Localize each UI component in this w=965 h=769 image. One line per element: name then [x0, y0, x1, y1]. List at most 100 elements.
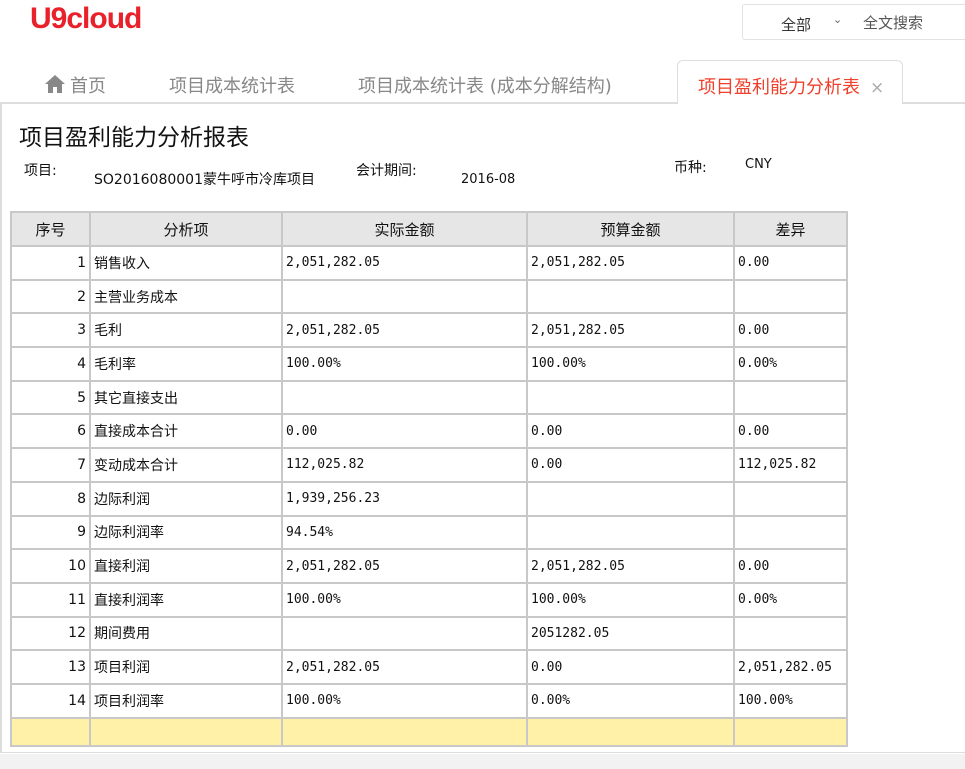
- blank-cell[interactable]: [281, 716, 528, 747]
- difference: 0.00%: [733, 581, 848, 618]
- period-value: 2016-08: [461, 172, 516, 187]
- table-row[interactable]: 7 变动成本合计 112,025.82 0.00 112,025.82: [10, 447, 848, 483]
- actual-amount: 0.00: [281, 413, 528, 450]
- actual-amount: 2,051,282.05: [281, 548, 528, 584]
- difference: 0.00%: [733, 346, 848, 382]
- actual-amount: 100.00%: [281, 682, 528, 719]
- tab-label: 项目盈利能力分析表: [698, 77, 860, 98]
- period-label: 会计期间:: [356, 163, 417, 179]
- budget-amount: 2,051,282.05: [526, 312, 735, 349]
- col-header-index: 序号: [10, 211, 91, 247]
- currency-label: 币种:: [674, 160, 707, 176]
- budget-amount: [526, 480, 735, 517]
- item-name: 项目利润: [89, 649, 283, 685]
- difference: 0.00: [733, 312, 848, 349]
- difference: [733, 514, 848, 551]
- page-title: 项目盈利能力分析报表: [19, 125, 249, 151]
- budget-amount: 2051282.05: [526, 615, 735, 652]
- tab-home[interactable]: 首页: [44, 72, 106, 98]
- item-name: 直接利润: [89, 548, 283, 584]
- table-row[interactable]: 12 期间费用 2051282.05: [10, 615, 848, 652]
- budget-amount: [526, 278, 735, 315]
- difference: 112,025.82: [733, 447, 848, 483]
- actual-amount: 1,939,256.23: [281, 480, 528, 517]
- row-index: 12: [10, 615, 91, 652]
- blank-cell[interactable]: [10, 716, 91, 747]
- row-index: 6: [10, 413, 91, 450]
- row-index: 11: [10, 581, 91, 618]
- actual-amount: 2,051,282.05: [281, 245, 528, 281]
- blank-cell[interactable]: [733, 716, 848, 747]
- table-row[interactable]: 8 边际利润 1,939,256.23: [10, 480, 848, 517]
- item-name: 直接利润率: [89, 581, 283, 618]
- search-box[interactable]: 全部 ⌄ 全文搜索: [742, 4, 965, 40]
- actual-amount: 112,025.82: [281, 447, 528, 483]
- difference: 0.00: [733, 548, 848, 584]
- table-row[interactable]: 9 边际利润率 94.54%: [10, 514, 848, 551]
- u9cloud-logo: U9cloud: [30, 2, 142, 35]
- actual-amount: [281, 615, 528, 652]
- table-row[interactable]: 10 直接利润 2,051,282.05 2,051,282.05 0.00: [10, 548, 848, 584]
- tab-profitability[interactable]: 项目盈利能力分析表 ×: [677, 60, 903, 104]
- budget-amount: 2,051,282.05: [526, 548, 735, 584]
- row-index: 14: [10, 682, 91, 719]
- budget-amount: 0.00: [526, 413, 735, 450]
- item-name: 边际利润: [89, 480, 283, 517]
- actual-amount: 100.00%: [281, 346, 528, 382]
- search-scope-select[interactable]: 全部: [781, 16, 812, 34]
- item-name: 项目利润率: [89, 682, 283, 719]
- difference: 100.00%: [733, 682, 848, 719]
- difference: [733, 480, 848, 517]
- chevron-down-icon[interactable]: ⌄: [833, 13, 843, 26]
- content-panel: [0, 103, 965, 753]
- blank-cell[interactable]: [89, 716, 283, 747]
- table-row[interactable]: 13 项目利润 2,051,282.05 0.00 2,051,282.05: [10, 649, 848, 685]
- item-name: 直接成本合计: [89, 413, 283, 450]
- table-row[interactable]: 2 主营业务成本: [10, 278, 848, 315]
- search-input[interactable]: 全文搜索: [863, 14, 924, 32]
- item-name: 毛利: [89, 312, 283, 349]
- item-name: 期间费用: [89, 615, 283, 652]
- table-row[interactable]: 3 毛利 2,051,282.05 2,051,282.05 0.00: [10, 312, 848, 349]
- actual-amount: 2,051,282.05: [281, 312, 528, 349]
- table-row[interactable]: 14 项目利润率 100.00% 0.00% 100.00%: [10, 682, 848, 719]
- col-header-diff: 差异: [733, 211, 848, 247]
- blank-cell[interactable]: [526, 716, 735, 747]
- table-row[interactable]: 1 销售收入 2,051,282.05 2,051,282.05 0.00: [10, 245, 848, 281]
- tab-project-cost-breakdown[interactable]: 项目成本统计表 (成本分解结构): [358, 76, 612, 97]
- project-value: SO2016080001蒙牛呼市冷库项目: [94, 172, 315, 188]
- close-icon[interactable]: ×: [870, 78, 885, 98]
- blank-row[interactable]: [10, 716, 848, 747]
- budget-amount: 0.00: [526, 649, 735, 685]
- budget-amount: 0.00: [526, 447, 735, 483]
- table-row[interactable]: 6 直接成本合计 0.00 0.00 0.00: [10, 413, 848, 450]
- row-index: 10: [10, 548, 91, 584]
- budget-amount: [526, 379, 735, 416]
- budget-amount: [526, 514, 735, 551]
- col-header-item: 分析项: [89, 211, 283, 247]
- actual-amount: [281, 379, 528, 416]
- row-index: 5: [10, 379, 91, 416]
- row-index: 3: [10, 312, 91, 349]
- item-name: 销售收入: [89, 245, 283, 281]
- difference: 0.00: [733, 245, 848, 281]
- item-name: 变动成本合计: [89, 447, 283, 483]
- table-row[interactable]: 5 其它直接支出: [10, 379, 848, 416]
- difference: 2,051,282.05: [733, 649, 848, 685]
- difference: [733, 278, 848, 315]
- item-name: 主营业务成本: [89, 278, 283, 315]
- table-row[interactable]: 4 毛利率 100.00% 100.00% 0.00%: [10, 346, 848, 382]
- table-row[interactable]: 11 直接利润率 100.00% 100.00% 0.00%: [10, 581, 848, 618]
- currency-value: CNY: [745, 157, 772, 172]
- budget-amount: 100.00%: [526, 346, 735, 382]
- row-index: 8: [10, 480, 91, 517]
- tab-label: 首页: [70, 76, 106, 97]
- actual-amount: 94.54%: [281, 514, 528, 551]
- report-table: 序号 分析项 实际金额 预算金额 差异 1 销售收入 2,051,282.05 2,0…: [10, 211, 848, 747]
- row-index: 13: [10, 649, 91, 685]
- status-bar: [0, 754, 965, 769]
- item-name: 毛利率: [89, 346, 283, 382]
- item-name: 其它直接支出: [89, 379, 283, 416]
- tab-project-cost[interactable]: 项目成本统计表: [169, 76, 295, 97]
- table-header: 序号 分析项 实际金额 预算金额 差异: [10, 211, 848, 247]
